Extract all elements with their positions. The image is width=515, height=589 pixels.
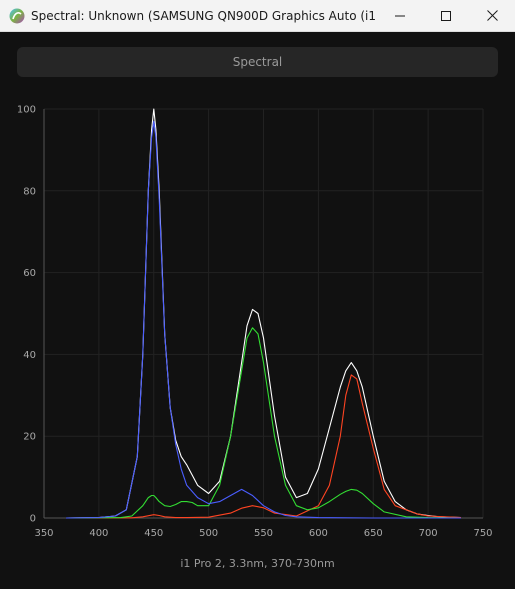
maximize-icon[interactable] [423, 0, 469, 32]
spectral-app-icon [9, 8, 25, 24]
measurement-caption: i1 Pro 2, 3.3nm, 370-730nm [180, 557, 335, 570]
close-icon[interactable] [469, 0, 515, 32]
x-tick-label: 550 [254, 528, 273, 539]
x-tick-label: 350 [34, 528, 53, 539]
title-bar[interactable]: Spectral: Unknown (SAMSUNG QN900D Graphi… [0, 0, 515, 32]
spectral-chart: 0 20 40 60 80 100 350 400 450 500 550 600 650 700 750 [0, 92, 515, 572]
x-tick-label: 400 [89, 528, 108, 539]
tab-spectral[interactable]: Spectral [17, 47, 498, 77]
tab-spectral-label: Spectral [232, 55, 283, 69]
spectral-chart-svg: 0 20 40 60 80 100 350 400 450 500 550 600 650 700 750 [17, 105, 493, 540]
series-line-green [65, 327, 462, 519]
y-tick-label: 80 [23, 186, 36, 197]
minimize-icon[interactable] [377, 0, 423, 32]
series-line-red [65, 374, 462, 519]
series-line-total [65, 108, 462, 519]
y-tick-label: 60 [23, 268, 36, 279]
y-tick-label: 100 [17, 105, 36, 116]
window-title: Spectral: Unknown (SAMSUNG QN900D Graphi… [31, 8, 377, 23]
x-tick-label: 700 [419, 528, 438, 539]
y-tick-label: 20 [23, 432, 36, 443]
y-tick-label: 0 [30, 514, 36, 525]
series-line-blue [65, 120, 461, 519]
x-tick-label: 750 [473, 528, 492, 539]
x-tick-label: 600 [309, 528, 328, 539]
x-tick-label: 650 [364, 528, 383, 539]
x-tick-label: 500 [199, 528, 218, 539]
x-tick-label: 450 [144, 528, 163, 539]
y-tick-label: 40 [23, 350, 36, 361]
